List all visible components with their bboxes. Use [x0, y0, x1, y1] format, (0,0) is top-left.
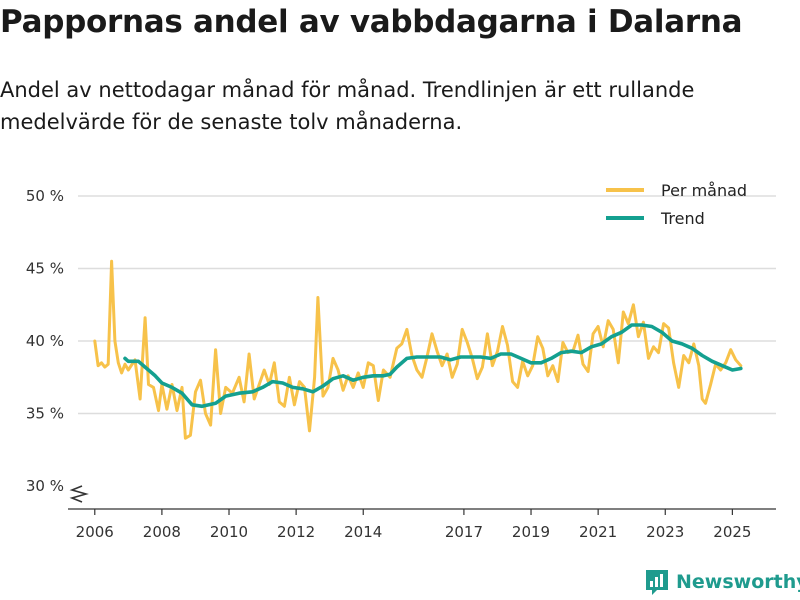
axis-break-icon: [69, 485, 89, 503]
x-tick-label: 2025: [713, 523, 751, 541]
x-tick-label: 2021: [579, 523, 617, 541]
chart-title: Pappornas andel av vabbdagarna i Dalarna: [0, 4, 743, 40]
y-tick-label: 50 %: [26, 187, 64, 205]
series-line-trend: [123, 323, 743, 409]
y-tick-label: 40 %: [26, 332, 64, 350]
x-tick-label: 2019: [512, 523, 550, 541]
brand-logo: Newsworthy: [644, 568, 800, 596]
x-axis: 2006 2008 2010 2012 2014 2017 2019 2021 2023 2025: [68, 508, 776, 541]
legend-label-trend: Trend: [660, 209, 705, 228]
y-tick-label: 45 %: [26, 260, 64, 278]
gridlines: [78, 195, 776, 415]
series-line-monthly: [93, 259, 743, 440]
chart-subtitle: Andel av nettodagar månad för månad. Tre…: [0, 78, 695, 134]
series-layer: [93, 259, 743, 440]
legend: Per månad Trend: [606, 181, 747, 228]
x-tick-label: 2008: [143, 523, 181, 541]
x-tick-label: 2006: [76, 523, 114, 541]
brand-name: Newsworthy: [676, 571, 800, 593]
y-axis-ticks: 50 % 45 % 40 % 35 % 30 %: [26, 187, 64, 495]
x-tick-label: 2012: [277, 523, 315, 541]
x-tick-label: 2017: [445, 523, 483, 541]
x-tick-label: 2014: [344, 523, 382, 541]
x-tick-label: 2010: [210, 523, 248, 541]
x-tick-label: 2023: [646, 523, 684, 541]
y-tick-label: 35 %: [26, 405, 64, 423]
y-tick-label: 30 %: [26, 477, 64, 495]
legend-label-monthly: Per månad: [661, 181, 747, 200]
newsworthy-logo-icon: [646, 570, 668, 595]
